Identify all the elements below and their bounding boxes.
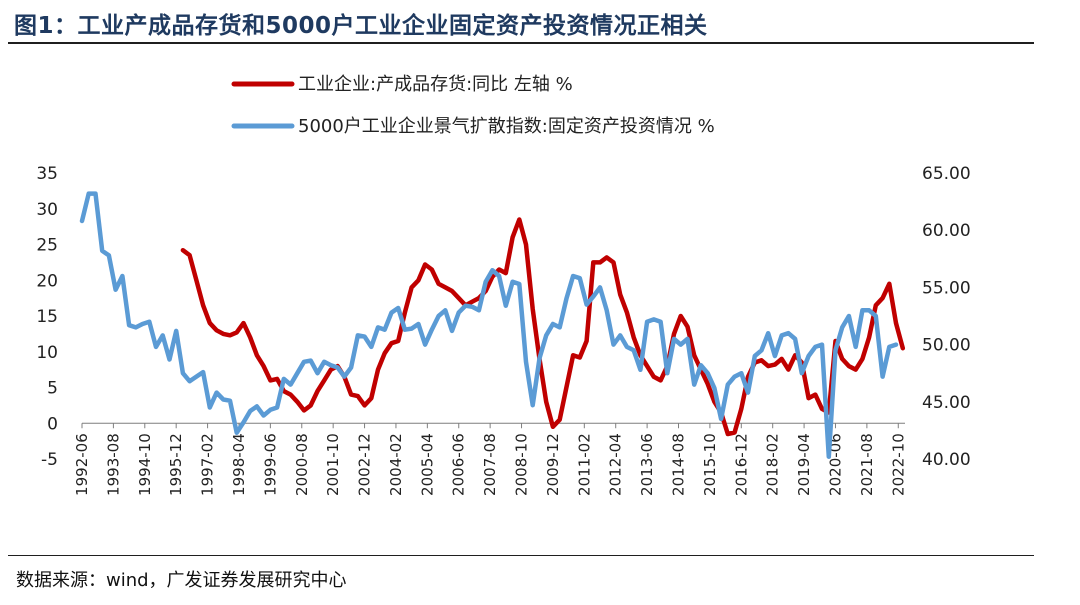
left-axis-tick-label: 25 xyxy=(36,236,58,256)
x-axis-tick-label: 2008-10 xyxy=(513,433,531,496)
x-axis-tick-label: 2019-04 xyxy=(795,433,813,496)
left-axis-tick-label: 0 xyxy=(47,414,58,434)
chart-title: 图1：工业产成品存货和5000户工业企业固定资产投资情况正相关 xyxy=(14,13,708,39)
left-axis-tick-label: 15 xyxy=(36,307,58,327)
x-axis-tick-label: 2018-02 xyxy=(764,433,782,496)
left-axis-tick-label: -5 xyxy=(41,450,58,470)
chart-series xyxy=(79,191,906,459)
right-axis-tick-label: 65.00 xyxy=(922,164,971,184)
title-divider xyxy=(8,42,1034,44)
right-axis-tick-label: 55.00 xyxy=(922,278,971,298)
left-axis-tick-label: 20 xyxy=(36,271,58,291)
x-axis-tick-label: 2004-02 xyxy=(387,433,405,496)
x-axis-tick-label: 2022-10 xyxy=(889,433,907,496)
x-axis-tick-label: 2016-12 xyxy=(732,433,750,496)
right-axis-tick-label: 50.00 xyxy=(922,336,971,356)
legend-label-1: 5000户工业企业景气扩散指数:固定资产投资情况 % xyxy=(298,116,715,137)
x-axis-tick-label: 1994-10 xyxy=(136,433,154,496)
x-axis-tick-label: 2013-06 xyxy=(638,433,656,496)
x-axis-tick-label: 2021-08 xyxy=(858,433,876,496)
right-axis-tick-label: 40.00 xyxy=(922,450,971,470)
right-axis-tick-label: 60.00 xyxy=(922,221,971,241)
right-axis-tick-label: 45.00 xyxy=(922,393,971,413)
x-axis-tick-label: 2015-10 xyxy=(701,433,719,496)
line-chart: 35 30 25 20 15 10 5 0 -5 65.00 60.00 55.00 50.00 45.0… xyxy=(36,74,970,496)
left-axis-tick-label: 35 xyxy=(36,164,58,184)
series-line-0 xyxy=(180,217,906,437)
x-axis-tick-label: 2014-08 xyxy=(670,433,688,496)
x-axis-tick-label: 2007-08 xyxy=(481,433,499,496)
left-axis-tick-label: 10 xyxy=(36,343,58,363)
chart-axes: 35 30 25 20 15 10 5 0 -5 65.00 60.00 55.00 50.00 45.0… xyxy=(36,164,970,496)
x-axis-tick-label: 2005-04 xyxy=(418,433,436,496)
x-axis-tick-label: 1993-08 xyxy=(104,433,122,496)
x-axis-tick-label: 2012-04 xyxy=(607,433,625,496)
series-line-1 xyxy=(79,191,899,459)
x-axis-tick-label: 1992-06 xyxy=(73,433,91,496)
x-axis-tick-label: 2011-02 xyxy=(575,433,593,496)
source-divider xyxy=(8,555,1034,556)
x-axis-tick-label: 1998-04 xyxy=(230,433,248,496)
left-axis-tick-label: 30 xyxy=(36,200,58,220)
x-axis-tick-label: 2002-12 xyxy=(356,433,374,496)
chart-legend: 工业企业:产成品存货:同比 左轴 % 5000户工业企业景气扩散指数:固定资产投资… xyxy=(231,74,715,137)
x-axis-tick-label: 1995-12 xyxy=(167,433,185,496)
x-axis-tick-label: 1997-02 xyxy=(199,433,217,496)
x-axis-tick-label: 1999-06 xyxy=(261,433,279,496)
x-axis-tick-label: 2001-10 xyxy=(324,433,342,496)
legend-label-0: 工业企业:产成品存货:同比 左轴 % xyxy=(298,74,573,95)
data-source-note: 数据来源：wind，广发证券发展研究中心 xyxy=(16,570,347,591)
x-axis-tick-label: 2009-12 xyxy=(544,433,562,496)
x-axis-tick-label: 2000-08 xyxy=(293,433,311,496)
left-axis-tick-label: 5 xyxy=(47,379,58,399)
x-axis-tick-label: 2006-06 xyxy=(450,433,468,496)
